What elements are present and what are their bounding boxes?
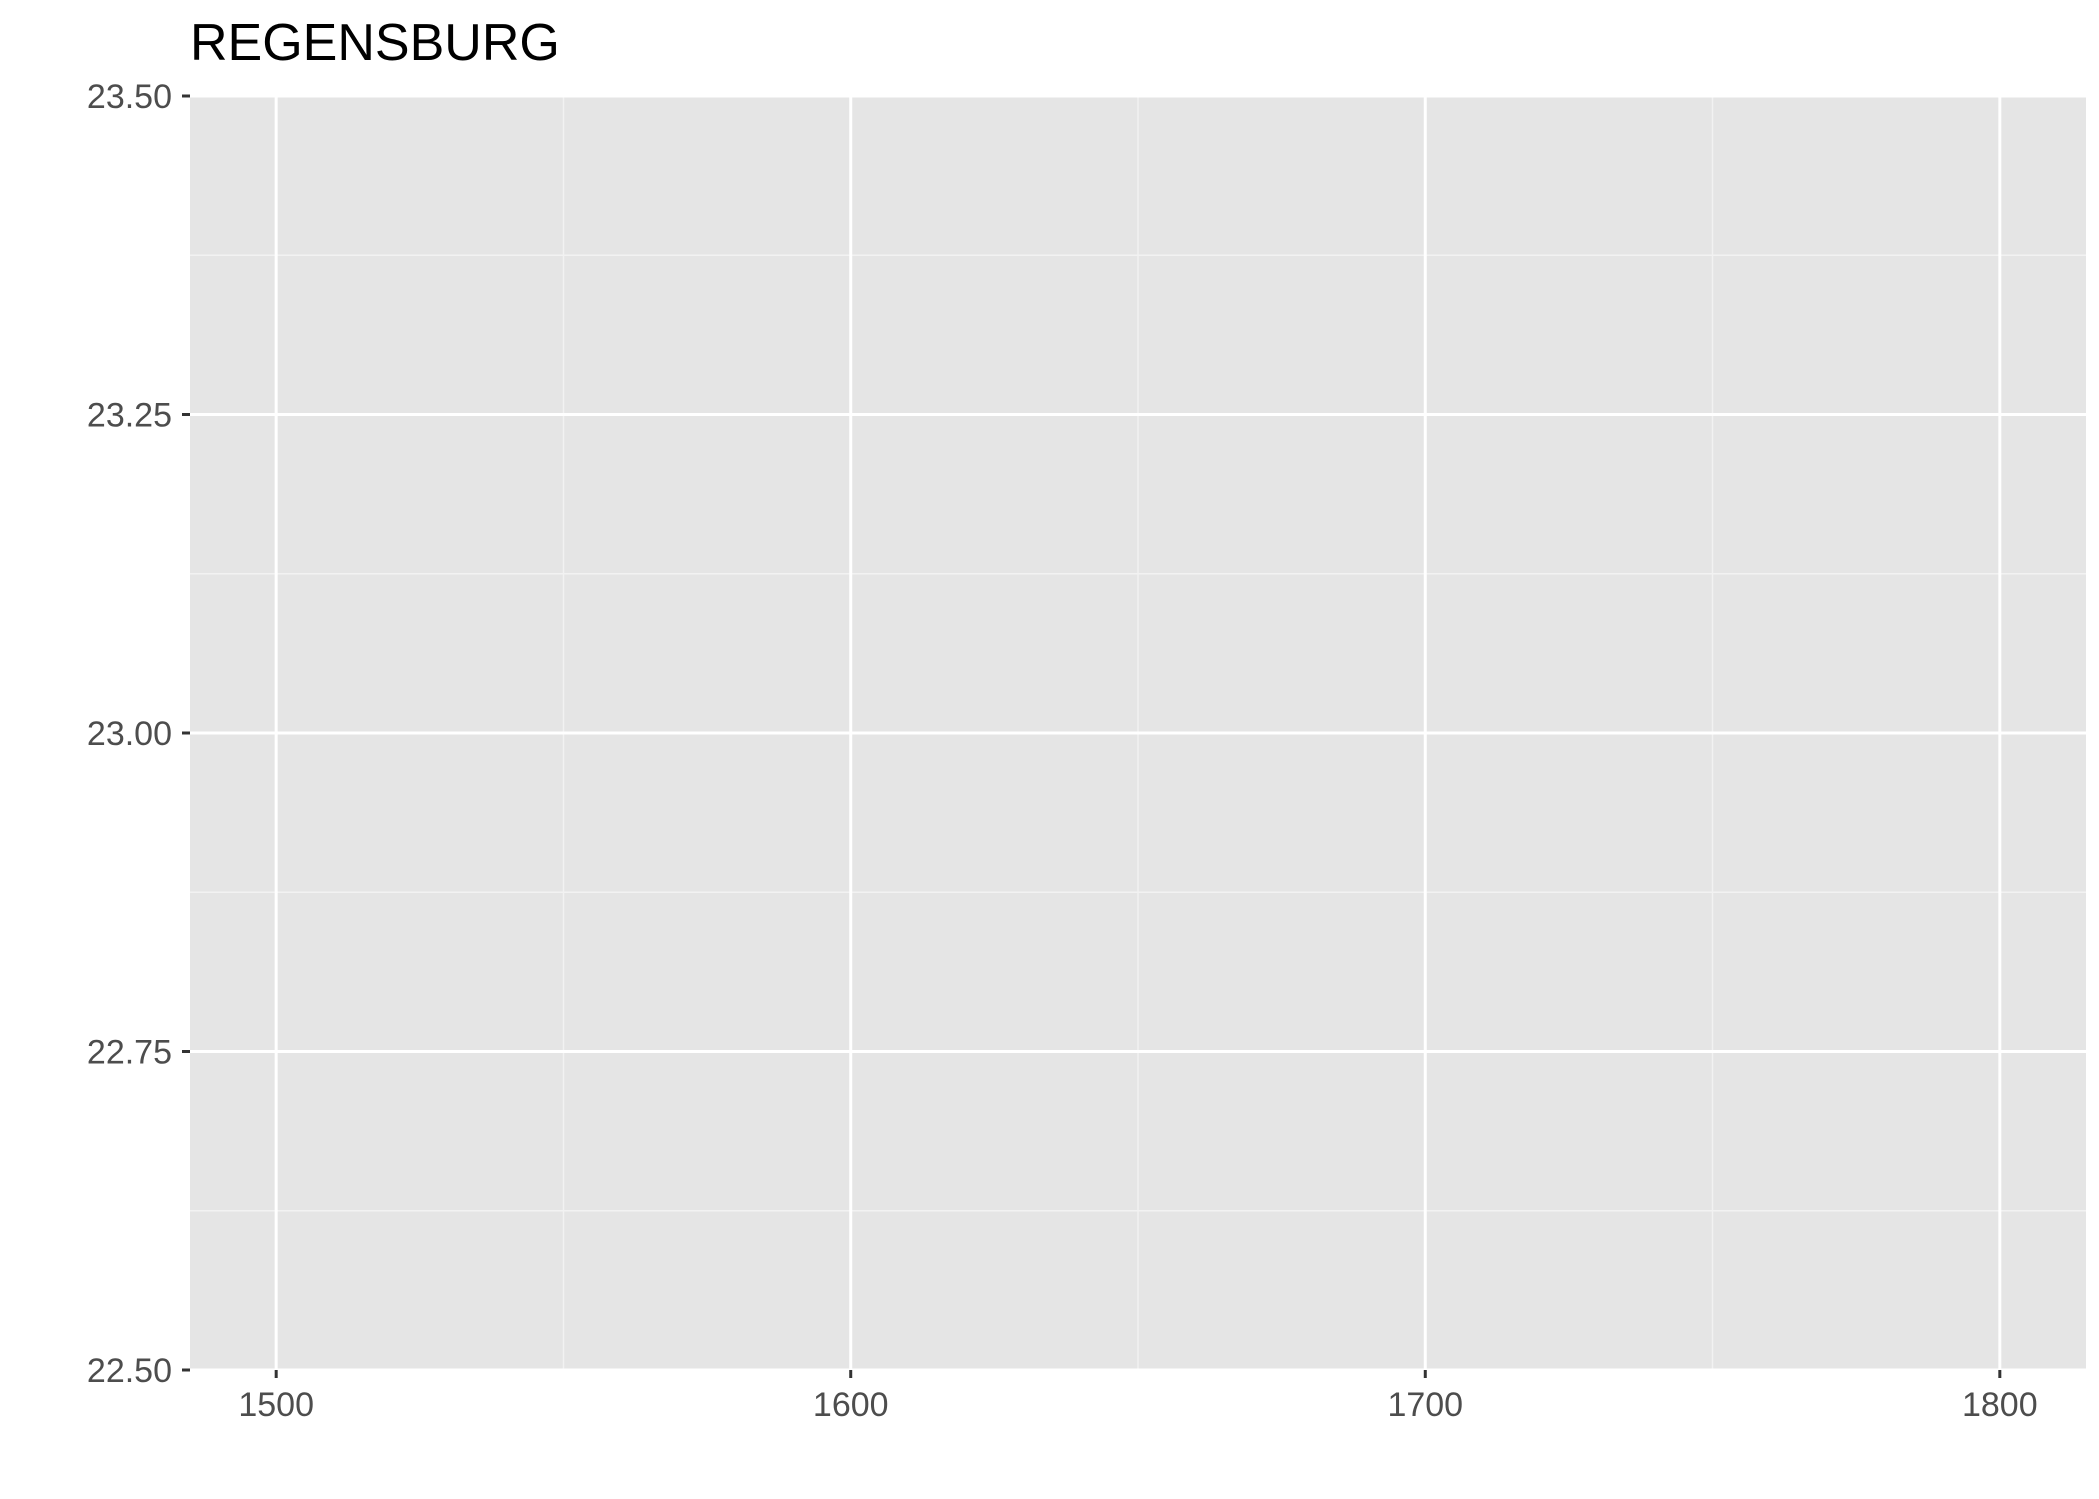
major-grid: [190, 94, 2086, 1372]
x-tick-label: 1700: [1387, 1386, 1463, 1424]
y-tick-label: 23.25: [87, 397, 172, 435]
x-tick-label: 1800: [1962, 1386, 2038, 1424]
x-axis: 1500 1600 1700 1800: [238, 1370, 2038, 1424]
y-tick-label: 22.50: [87, 1352, 172, 1390]
y-tick-label: 23.50: [87, 78, 172, 116]
y-tick-label: 23.00: [87, 715, 172, 753]
chart-title: REGENSBURG: [190, 14, 560, 72]
x-tick-label: 1500: [238, 1386, 314, 1424]
x-tick-label: 1600: [813, 1386, 889, 1424]
y-axis: 22.50 22.75 23.00 23.25 23.50: [87, 78, 190, 1390]
y-tick-label: 22.75: [87, 1034, 172, 1072]
